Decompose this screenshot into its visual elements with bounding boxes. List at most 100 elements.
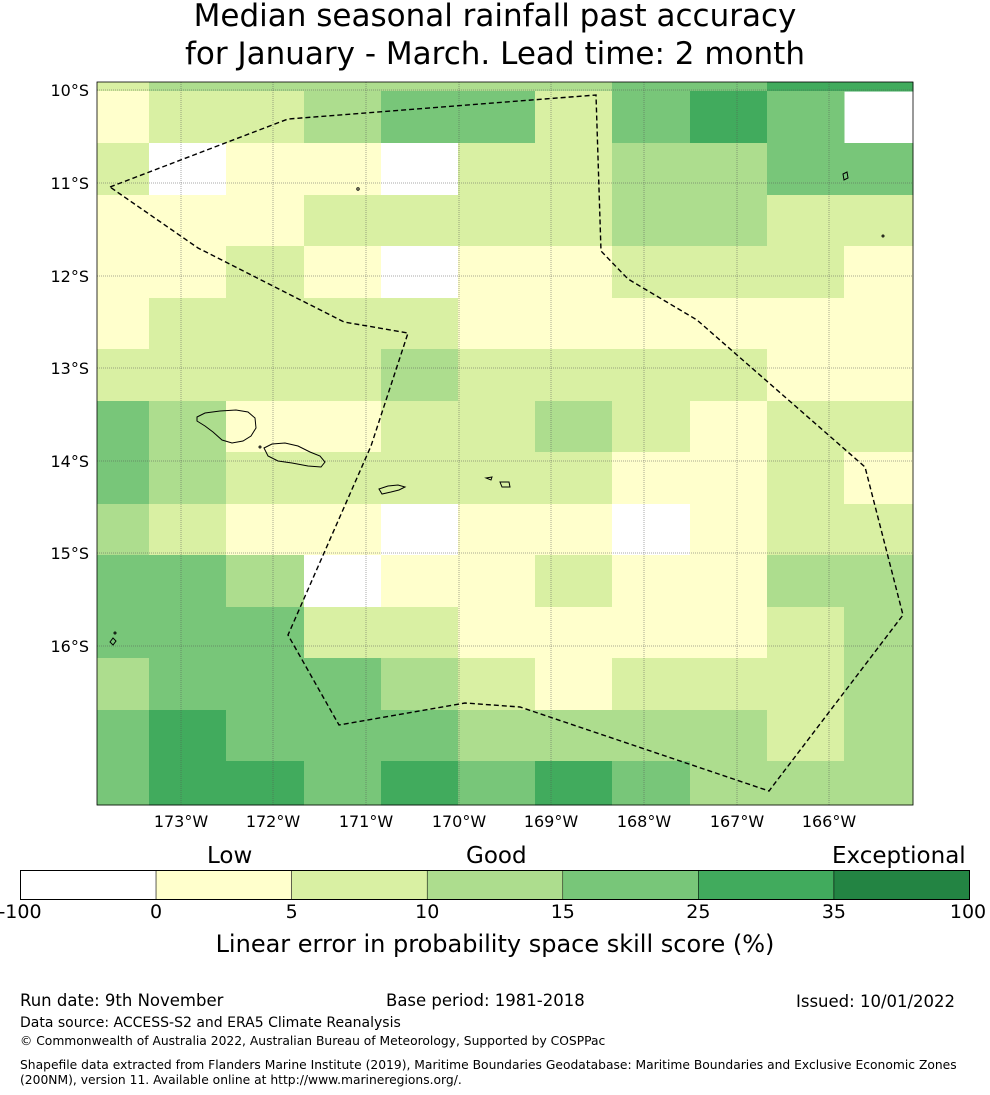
grid-cell: [149, 607, 227, 659]
grid-cell: [381, 658, 459, 711]
grid-cell: [612, 504, 691, 556]
graticule: [97, 82, 913, 805]
grid-cell: [767, 607, 845, 659]
grid-cell: [149, 761, 227, 806]
grid-cell: [458, 349, 536, 402]
eez-boundary: [108, 94, 904, 792]
grid-cell: [304, 710, 382, 762]
grid-cell: [767, 246, 845, 299]
grid-cell: [97, 710, 150, 762]
tau-island: [499, 481, 511, 488]
grid-cell: [226, 761, 305, 806]
grid-cell: [226, 504, 305, 556]
grid-cell: [690, 710, 768, 762]
grid-cell: [844, 452, 914, 505]
grid-cell: [612, 761, 691, 806]
skill-grid: [97, 82, 914, 806]
grid-cell: [844, 555, 914, 608]
grid-cell: [612, 246, 691, 299]
grid-cell: [844, 143, 914, 196]
longitude-label: 167°W: [710, 812, 765, 831]
grid-cell: [381, 761, 459, 806]
grid-cell: [304, 401, 382, 453]
grid-cell: [304, 555, 382, 608]
grid-cell: [844, 298, 914, 350]
data-source: Data source: ACCESS-S2 and ERA5 Climate …: [20, 1015, 401, 1031]
map-title-line1: Median seasonal rainfall past accuracy: [193, 0, 797, 34]
category-good: Good: [466, 843, 527, 869]
grid-cell: [458, 658, 536, 711]
latitude-label: 11°S: [50, 174, 89, 193]
grid-cell: [381, 246, 459, 299]
grid-cell: [226, 607, 305, 659]
grid-cell: [690, 91, 768, 144]
grid-cell: [304, 82, 382, 92]
grid-cell: [844, 607, 914, 659]
grid-cell: [226, 143, 305, 196]
grid-cell: [97, 504, 150, 556]
colorbar-segment: [426, 870, 564, 900]
tutuila-island: [378, 484, 407, 495]
grid-cell: [535, 504, 613, 556]
run-date: Run date: 9th November: [20, 991, 224, 1010]
grid-cell: [226, 82, 305, 92]
longitude-label: 168°W: [617, 812, 672, 831]
grid-cell: [381, 82, 459, 92]
manono-island: [258, 445, 262, 449]
grid-cell: [304, 761, 382, 806]
map-title-line2: for January - March. Lead time: 2 month: [185, 36, 805, 72]
grid-cell: [97, 91, 150, 144]
grid-cell: [149, 401, 227, 453]
latitude-label: 15°S: [50, 544, 89, 563]
grid-cell: [844, 504, 914, 556]
colorbar-segment: [291, 870, 428, 900]
colorbar-tick-label: 10: [415, 901, 440, 923]
grid-cell: [535, 91, 613, 144]
copyright: © Commonwealth of Australia 2022, Austra…: [20, 1034, 606, 1048]
grid-cell: [535, 401, 613, 453]
colorbar-tick-label: 25: [686, 901, 711, 923]
nukunonu-atoll: [356, 187, 360, 191]
grid-cell: [767, 298, 845, 350]
niuafoou-island: [109, 637, 117, 646]
grid-cell: [535, 555, 613, 608]
grid-cell: [226, 349, 305, 402]
grid-cell: [97, 555, 150, 608]
grid-cell: [226, 298, 305, 350]
grid-cell: [844, 349, 914, 402]
grid-cell: [535, 761, 613, 806]
colorbar-segment: [698, 870, 835, 900]
grid-cell: [458, 607, 536, 659]
grid-cell: [612, 452, 691, 505]
savaii-island: [196, 409, 257, 444]
grid-cell: [767, 82, 845, 92]
grid-cell: [149, 658, 227, 711]
grid-cell: [767, 195, 845, 247]
grid-cell: [97, 607, 150, 659]
grid-cell: [381, 452, 459, 505]
islands: [109, 171, 885, 646]
longitude-labels: 173°W 172°W 171°W 170°W 169°W 168°W 167°W 166°W: [154, 812, 857, 831]
grid-cell: [844, 761, 914, 806]
grid-cell: [149, 555, 227, 608]
latitude-label: 16°S: [50, 637, 89, 656]
grid-cell: [458, 298, 536, 350]
grid-cell: [767, 143, 845, 196]
grid-cell: [458, 143, 536, 196]
grid-cell: [767, 555, 845, 608]
grid-cell: [458, 195, 536, 247]
grid-cell: [458, 761, 536, 806]
grid-cell: [226, 91, 305, 144]
grid-cell: [97, 452, 150, 505]
grid-cell: [767, 91, 845, 144]
grid-cell: [690, 143, 768, 196]
colorbar-segment: [562, 870, 699, 900]
grid-cell: [767, 504, 845, 556]
colorbar-segment: [833, 870, 970, 900]
longitude-label: 169°W: [524, 812, 579, 831]
grid-cell: [844, 401, 914, 453]
grid-cell: [304, 658, 382, 711]
grid-cell: [767, 710, 845, 762]
grid-cell: [690, 349, 768, 402]
grid-cell: [226, 452, 305, 505]
